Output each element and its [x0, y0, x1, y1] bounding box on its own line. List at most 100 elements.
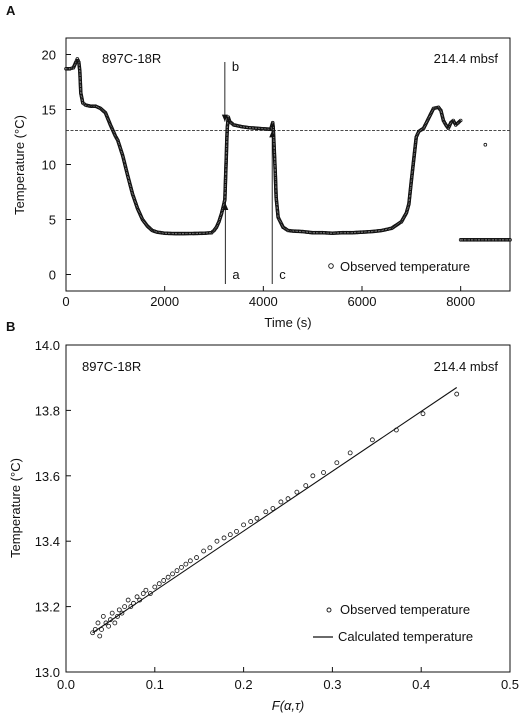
- chart-a-data-point: [90, 104, 95, 108]
- chart-b-data-point: [241, 522, 247, 528]
- chart-b-data-point: [270, 506, 276, 511]
- chart-b-data-point: [201, 548, 207, 554]
- chart-b-data-point: [393, 427, 399, 433]
- chart-b-data-point: [161, 578, 167, 583]
- chart-a-x-label: Time (s): [264, 315, 311, 330]
- chart-a-data-point: [68, 67, 72, 71]
- chart-b-data-point: [100, 614, 106, 619]
- chart-b-data-point: [263, 509, 269, 515]
- chart-a-data-point: [286, 228, 290, 233]
- chart-a-annotation-arrowhead: [269, 130, 276, 138]
- chart-b-y-tick-label: 14.0: [35, 338, 60, 353]
- chart-a-data-point: [431, 106, 436, 111]
- chart-a-x-tick-label: 4000: [249, 294, 278, 309]
- chart-b-data-point: [420, 411, 426, 417]
- chart-b-x-tick-label: 0.0: [57, 677, 75, 692]
- chart-a-x-tick-label: 6000: [348, 294, 377, 309]
- chart-a-frame: [65, 37, 511, 292]
- chart-b-x-tick-label: 0.4: [412, 677, 430, 692]
- chart-a-annotation-arrowhead: [221, 114, 228, 122]
- panel-a-letter: A: [6, 3, 16, 18]
- chart-a-legend-label: Observed temperature: [340, 259, 470, 274]
- chart-b-data-point: [179, 564, 184, 570]
- chart-b-data-point: [369, 437, 375, 443]
- chart-b: 0.0 0.1 0.2 0.3 0.4 0.5 13.013.213.413.613.81…: [8, 338, 519, 713]
- chart-b-sample-label: 897C-18R: [82, 359, 141, 374]
- chart-b-data-point: [106, 623, 112, 629]
- chart-b-data-point: [334, 460, 340, 466]
- chart-a-sample-label: 897C-18R: [102, 51, 161, 66]
- chart-a-y-ticks: 0 5 10 15 20: [42, 48, 71, 283]
- chart-b-data-point: [143, 587, 149, 593]
- chart-a-annotation-label: c: [279, 267, 286, 282]
- chart-b-data-point: [285, 496, 291, 502]
- chart-b-data-point: [207, 545, 213, 551]
- chart-b-data-point: [137, 597, 143, 603]
- chart-a-x-tick-label: 2000: [150, 294, 179, 309]
- chart-b-data-point: [165, 574, 171, 580]
- chart-b-data-point: [310, 473, 316, 479]
- chart-b-y-tick-label: 13.4: [35, 534, 60, 549]
- chart-b-data-point: [347, 450, 353, 456]
- chart-b-data-point: [125, 597, 131, 603]
- chart-b-data-point: [119, 610, 125, 616]
- chart-b-legend-label-observed: Observed temperature: [340, 602, 470, 617]
- chart-b-x-tick-label: 0.1: [146, 677, 164, 692]
- chart-b-data-point: [99, 627, 104, 632]
- chart-b-data-point: [294, 489, 300, 495]
- chart-b-x-tick-label: 0.2: [235, 677, 253, 692]
- chart-b-data-point: [134, 594, 140, 600]
- chart-a-y-tick-label: 10: [42, 158, 56, 173]
- chart-b-x-label: F(α,τ): [272, 698, 305, 713]
- chart-b-data-point: [140, 591, 146, 596]
- chart-a-data-point: [508, 238, 512, 242]
- chart-a-data-point: [483, 142, 488, 147]
- chart-b-calculated-line: [92, 387, 458, 634]
- chart-b-data-point: [128, 604, 134, 609]
- chart-a-data-point: [458, 118, 463, 123]
- chart-b-data-point: [303, 483, 309, 489]
- chart-a-data-point: [287, 228, 292, 233]
- chart-b-data-point: [112, 620, 118, 626]
- chart-a-x-ticks: 0 2000 4000 6000 8000: [62, 286, 475, 309]
- chart-a-annotation-label: b: [232, 59, 239, 74]
- chart-a-data-point: [433, 106, 437, 110]
- chart-b-data-point: [227, 532, 233, 538]
- chart-a-annotation-arrowhead: [222, 203, 229, 210]
- chart-b-legend-label-calculated: Calculated temperature: [338, 629, 473, 644]
- chart-b-data-point: [187, 558, 193, 564]
- chart-a-y-tick-label: 0: [49, 268, 56, 283]
- chart-a-x-tick-label: 0: [62, 294, 69, 309]
- chart-a-data-point: [88, 104, 93, 108]
- chart-a-annotations: a b c: [221, 59, 286, 284]
- panel-b-letter: B: [6, 319, 15, 334]
- chart-b-y-tick-label: 13.0: [35, 665, 60, 680]
- chart-b-y-label: Temperature (°C): [8, 458, 23, 558]
- chart-b-y-tick-label: 13.2: [35, 600, 60, 615]
- chart-b-legend-marker-observed: [326, 607, 332, 613]
- chart-b-y-tick-label: 13.6: [35, 469, 60, 484]
- chart-b-data-point: [248, 519, 254, 524]
- chart-b-data-point: [234, 528, 239, 534]
- chart-b-y-tick-label: 13.8: [35, 403, 60, 418]
- chart-b-x-ticks: 0.0 0.1 0.2 0.3 0.4 0.5: [57, 667, 519, 692]
- chart-b-data-point: [321, 470, 326, 475]
- chart-a-y-label: Temperature (°C): [12, 115, 27, 215]
- chart-b-data-point: [254, 515, 260, 521]
- chart-b-data-point: [170, 571, 175, 577]
- chart-b-x-tick-label: 0.5: [501, 677, 519, 692]
- chart-a-data-point: [80, 99, 85, 104]
- chart-b-data-point: [103, 620, 109, 626]
- chart-b-data-point: [278, 499, 284, 505]
- chart-b-data-point: [152, 584, 158, 590]
- chart-b-data-point: [122, 604, 128, 609]
- chart-a-x-tick-label: 8000: [446, 294, 475, 309]
- chart-b-data-point: [92, 627, 98, 632]
- chart-b-data-point: [109, 610, 115, 616]
- chart-b-y-ticks: 13.0 13.2 13.4 13.6 13.8 14.0: [35, 338, 71, 680]
- chart-b-data-point: [131, 600, 136, 606]
- chart-b-data-point: [156, 581, 162, 587]
- chart-b-points: [90, 391, 460, 639]
